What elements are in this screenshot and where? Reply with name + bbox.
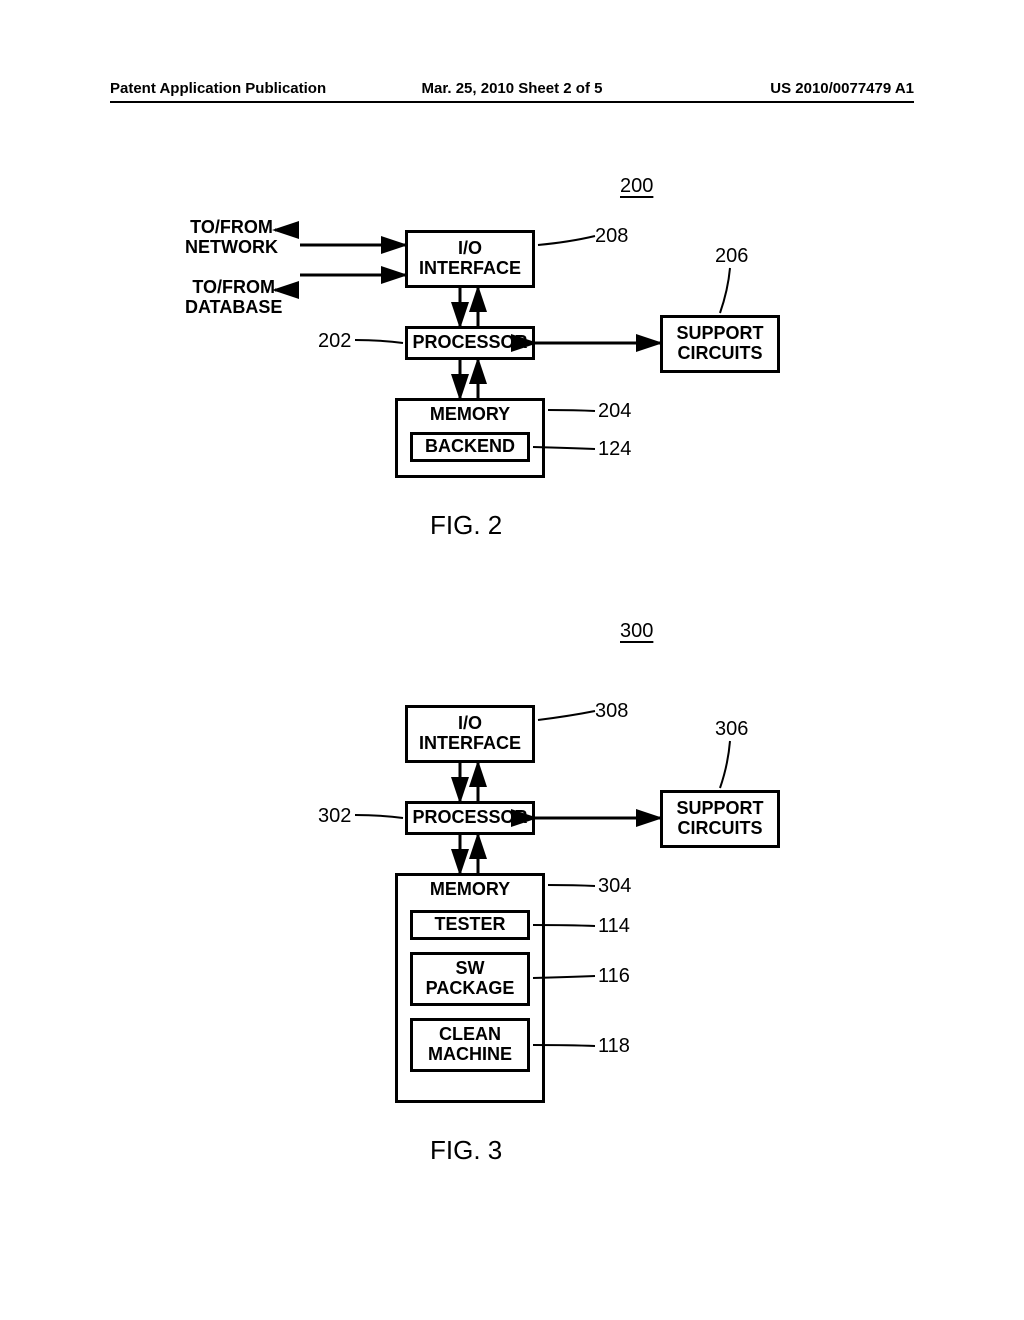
fig2-backend-box: BACKEND bbox=[410, 432, 530, 462]
fig3-support-circuits-label: SUPPORTCIRCUITS bbox=[676, 799, 763, 839]
fig2-to-from-database: TO/FROMDATABASE bbox=[185, 278, 282, 318]
connector-overlay bbox=[0, 0, 1024, 1320]
header-right: US 2010/0077479 A1 bbox=[646, 80, 914, 97]
fig2-io-interface-box: I/OINTERFACE bbox=[405, 230, 535, 288]
fig3-memory-label: MEMORY bbox=[430, 880, 510, 900]
fig3-ref-support: 306 bbox=[715, 718, 748, 741]
fig2-caption: FIG. 2 bbox=[430, 510, 502, 541]
fig2-ref-number: 200 bbox=[620, 175, 653, 198]
fig2-support-circuits-label: SUPPORTCIRCUITS bbox=[676, 324, 763, 364]
fig3-clean-machine-label: CLEANMACHINE bbox=[428, 1025, 512, 1065]
fig3-processor-box: PROCESSOR bbox=[405, 801, 535, 835]
page-header: Patent Application Publication Mar. 25, … bbox=[110, 80, 914, 103]
header-left: Patent Application Publication bbox=[110, 80, 378, 97]
fig3-sw-package-label: SWPACKAGE bbox=[426, 959, 515, 999]
fig3-ref-processor: 302 bbox=[318, 805, 351, 828]
fig2-processor-box: PROCESSOR bbox=[405, 326, 535, 360]
fig3-ref-clean: 118 bbox=[598, 1035, 630, 1058]
fig3-ref-number: 300 bbox=[620, 620, 653, 643]
fig2-memory-label: MEMORY bbox=[430, 405, 510, 425]
fig3-clean-machine-box: CLEANMACHINE bbox=[410, 1018, 530, 1072]
fig3-ref-tester: 114 bbox=[598, 915, 630, 938]
fig2-io-interface-label: I/OINTERFACE bbox=[419, 239, 521, 279]
fig2-ref-processor: 202 bbox=[318, 330, 351, 353]
fig2-ref-io: 208 bbox=[595, 225, 628, 248]
fig3-tester-label: TESTER bbox=[434, 915, 505, 935]
page: Patent Application Publication Mar. 25, … bbox=[0, 0, 1024, 1320]
fig2-processor-label: PROCESSOR bbox=[412, 333, 527, 353]
fig3-caption: FIG. 3 bbox=[430, 1135, 502, 1166]
header-center: Mar. 25, 2010 Sheet 2 of 5 bbox=[378, 80, 646, 97]
fig3-processor-label: PROCESSOR bbox=[412, 808, 527, 828]
fig3-sw-package-box: SWPACKAGE bbox=[410, 952, 530, 1006]
fig2-ref-support: 206 bbox=[715, 245, 748, 268]
fig2-ref-backend: 124 bbox=[598, 438, 631, 461]
fig3-support-circuits-box: SUPPORTCIRCUITS bbox=[660, 790, 780, 848]
fig2-support-circuits-box: SUPPORTCIRCUITS bbox=[660, 315, 780, 373]
fig2-backend-label: BACKEND bbox=[425, 437, 515, 457]
fig3-tester-box: TESTER bbox=[410, 910, 530, 940]
fig3-ref-io: 308 bbox=[595, 700, 628, 723]
fig2-to-from-network: TO/FROMNETWORK bbox=[185, 218, 278, 258]
fig3-ref-sw: 116 bbox=[598, 965, 630, 988]
fig3-ref-memory: 304 bbox=[598, 875, 631, 898]
fig2-ref-memory: 204 bbox=[598, 400, 631, 423]
fig3-io-interface-label: I/OINTERFACE bbox=[419, 714, 521, 754]
fig3-io-interface-box: I/OINTERFACE bbox=[405, 705, 535, 763]
